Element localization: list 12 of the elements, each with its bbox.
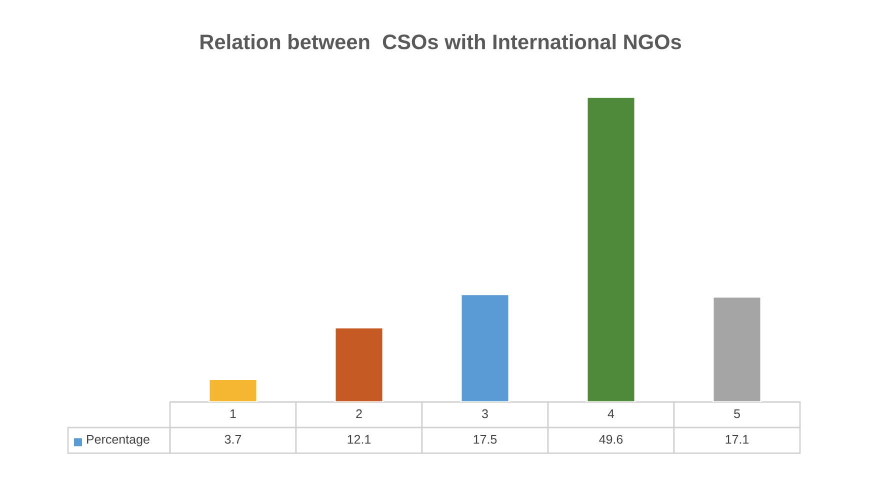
x-tick-label: 1 bbox=[230, 409, 236, 418]
legend-label: Percentage bbox=[87, 435, 150, 446]
x-tick-label: 5 bbox=[734, 409, 740, 418]
x-tick-label: 2 bbox=[356, 409, 362, 418]
x-tick-label: 4 bbox=[608, 409, 614, 418]
data-label: 17.5 bbox=[474, 435, 497, 444]
data-label: 49.6 bbox=[599, 434, 623, 444]
data-label: 3.7 bbox=[224, 434, 242, 444]
x-tick-label: 3 bbox=[482, 409, 488, 418]
data-label: 17.1 bbox=[726, 435, 749, 444]
data-label: 12.1 bbox=[348, 434, 371, 444]
chart-title: Relation between CSOs with International NGOs bbox=[200, 34, 682, 50]
